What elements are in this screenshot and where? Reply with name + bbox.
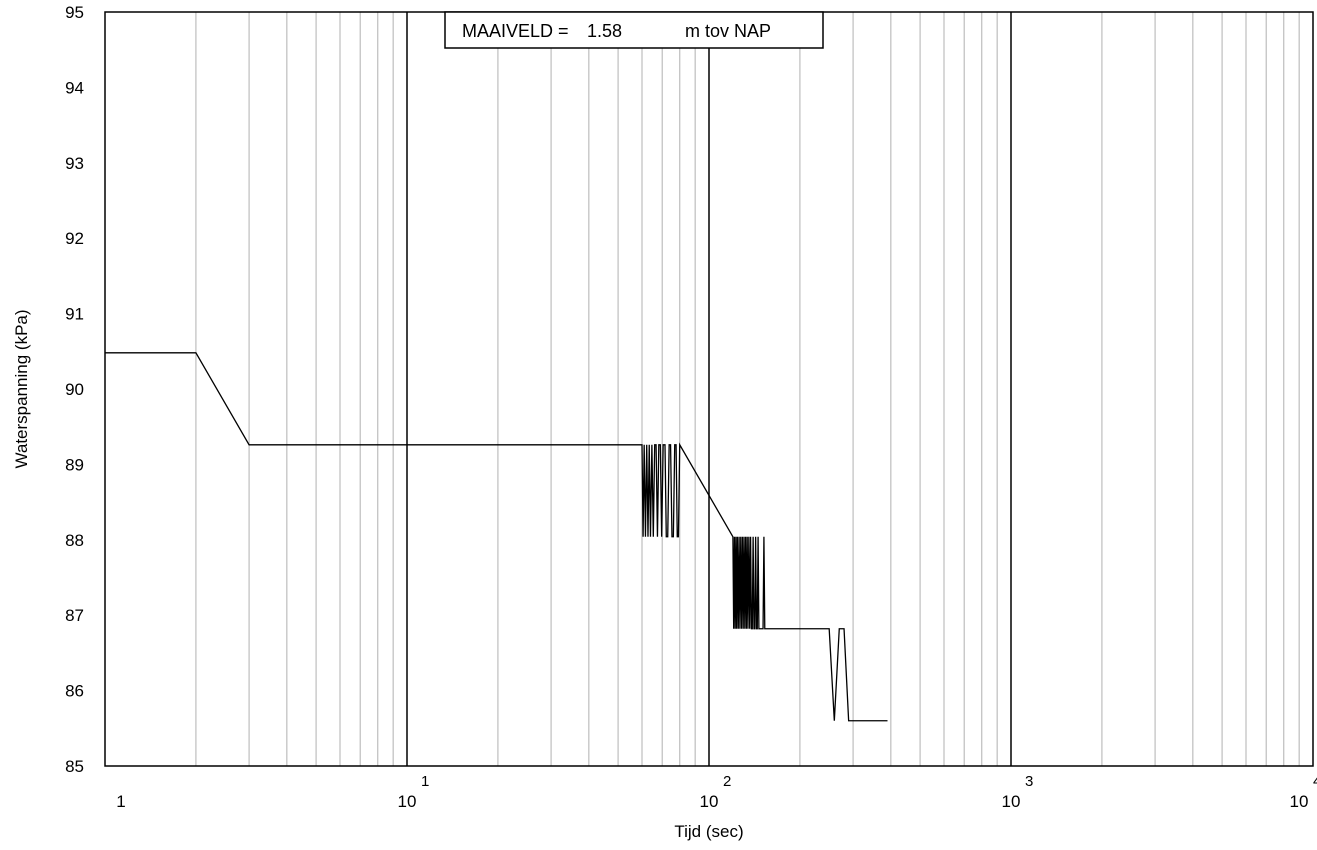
minor-gridlines (195, 12, 1300, 766)
x-tick-label: 10 (398, 792, 417, 811)
x-tick-exponent: 3 (1025, 773, 1033, 790)
y-tick-label: 87 (65, 606, 84, 625)
series-line (105, 352, 888, 722)
y-tick-labels: 85 86 87 88 89 90 91 92 93 94 95 (65, 3, 84, 776)
maaiveld-annotation: MAAIVELD = 1.58 m tov NAP (444, 11, 824, 49)
y-tick-label: 93 (65, 154, 84, 173)
y-tick-label: 92 (65, 229, 84, 248)
major-gridlines (406, 12, 1012, 766)
x-tick-labels: 1101102103104 (116, 773, 1317, 811)
annotation-box (444, 11, 824, 49)
x-tick-label: 10 (1002, 792, 1021, 811)
x-tick-label: 10 (1290, 792, 1309, 811)
y-tick-label: 85 (65, 757, 84, 776)
series-layer (105, 352, 888, 722)
x-tick-label: 10 (700, 792, 719, 811)
x-tick-exponent: 4 (1313, 773, 1317, 790)
x-tick-exponent: 2 (723, 773, 731, 790)
y-tick-label: 95 (65, 3, 84, 22)
x-tick-label: 1 (116, 792, 125, 811)
y-axis-label: Waterspanning (kPa) (12, 309, 31, 468)
y-tick-label: 90 (65, 380, 84, 399)
annotation-unit: m tov NAP (685, 21, 771, 41)
x-axis-label: Tijd (sec) (674, 822, 743, 841)
y-tick-label: 94 (65, 78, 84, 97)
y-tick-label: 89 (65, 455, 84, 474)
y-tick-label: 91 (65, 305, 84, 324)
y-tick-label: 86 (65, 682, 84, 701)
annotation-value: 1.58 (587, 21, 622, 41)
annotation-label: MAAIVELD = (462, 21, 569, 41)
x-tick-exponent: 1 (421, 773, 429, 790)
y-tick-label: 88 (65, 531, 84, 550)
